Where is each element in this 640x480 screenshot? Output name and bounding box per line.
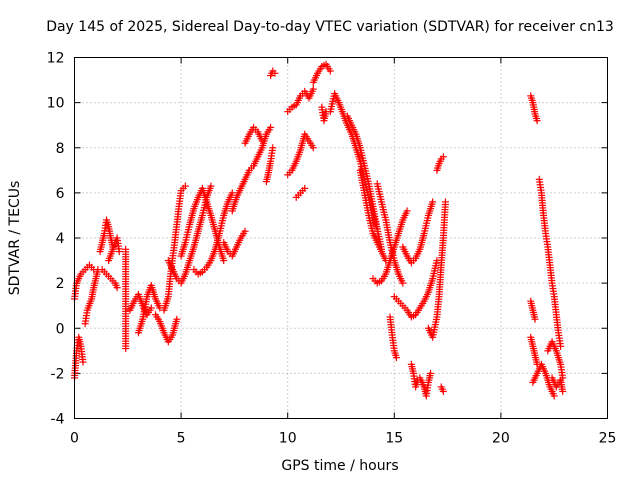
x-tick-label: 10 (279, 431, 297, 447)
data-point (228, 189, 236, 197)
x-axis-label: GPS time / hours (281, 458, 398, 474)
chart-title: Day 145 of 2025, Sidereal Day-to-day VTE… (46, 19, 614, 35)
data-point (309, 144, 317, 152)
data-point (439, 387, 447, 395)
y-tick-label: 0 (56, 321, 65, 337)
y-tick-label: 12 (47, 51, 65, 67)
y-tick-label: 4 (56, 231, 65, 247)
data-point (441, 198, 449, 206)
data-point (241, 227, 249, 235)
data-point (173, 315, 181, 323)
grid-lines (74, 57, 608, 419)
data-point (557, 342, 565, 350)
data-point (326, 67, 334, 75)
x-tick-label: 25 (599, 431, 617, 447)
data-point (550, 392, 558, 400)
y-tick-label: 6 (56, 186, 65, 202)
y-tick-labels: -4 -2 0 2 4 6 8 10 12 (47, 51, 65, 428)
x-tick-label: 20 (492, 431, 510, 447)
x-tick-labels: 0 5 10 15 20 25 (70, 431, 616, 447)
data-point (559, 387, 567, 395)
data-point (113, 284, 121, 292)
data-point (439, 153, 447, 161)
data-points (71, 60, 567, 400)
data-point (533, 117, 541, 125)
data-point (531, 315, 539, 323)
data-point (403, 207, 411, 215)
y-tick-label: 8 (56, 141, 65, 157)
data-point (147, 304, 155, 312)
data-point (429, 198, 437, 206)
data-point (392, 354, 400, 362)
data-point (271, 69, 279, 77)
x-tick-label: 5 (177, 431, 186, 447)
y-tick-label: 2 (56, 276, 65, 292)
data-point (79, 358, 87, 366)
y-tick-label: -2 (51, 366, 65, 382)
y-axis-label: SDTVAR / TECUs (7, 181, 23, 296)
data-point (258, 137, 266, 145)
plot-frame (74, 57, 608, 419)
data-point (309, 85, 317, 93)
data-point (427, 369, 435, 377)
x-tick-label: 15 (385, 431, 403, 447)
data-point (220, 257, 228, 265)
data-point (181, 182, 189, 190)
data-point (399, 279, 407, 287)
y-tick-label: -4 (51, 412, 65, 428)
data-point (301, 184, 309, 192)
y-tick-label: 10 (47, 96, 65, 112)
x-tick-label: 0 (70, 431, 79, 447)
data-point (267, 123, 275, 131)
data-point (269, 144, 277, 152)
data-point (122, 345, 130, 353)
data-point (115, 248, 123, 256)
data-point (207, 182, 215, 190)
